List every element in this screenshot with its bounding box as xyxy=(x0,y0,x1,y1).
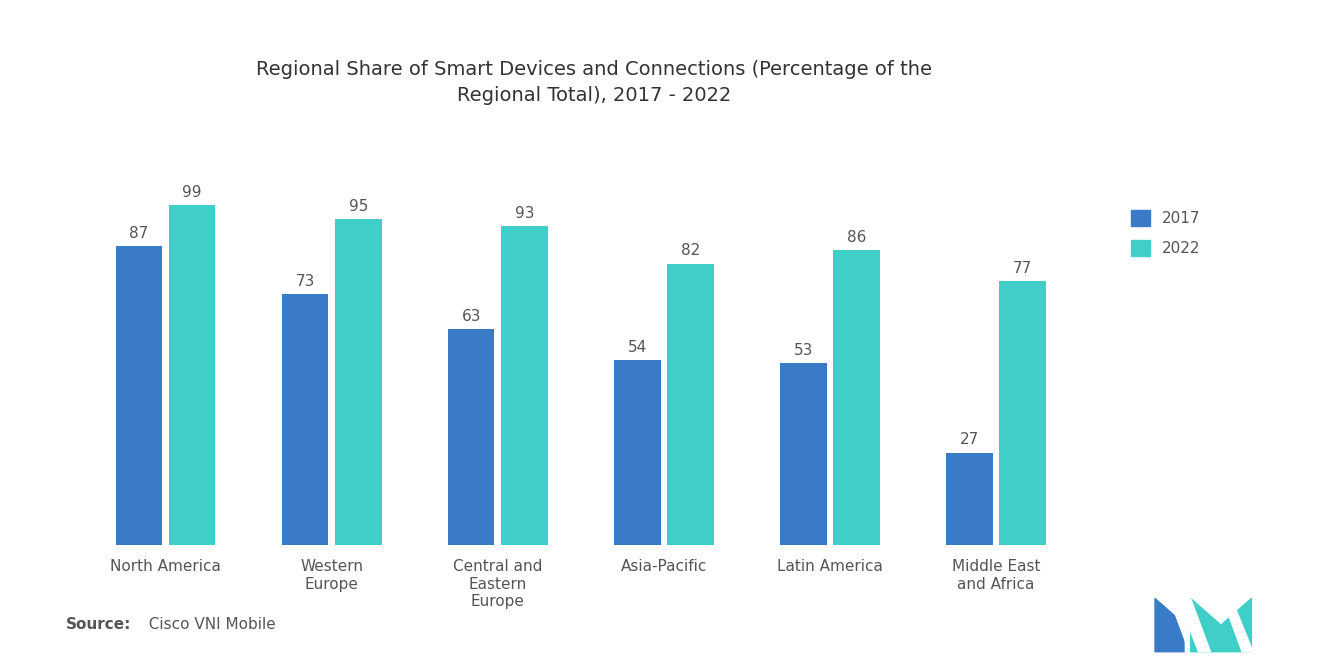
Polygon shape xyxy=(1191,598,1210,652)
Text: Source:: Source: xyxy=(66,616,132,632)
Text: 86: 86 xyxy=(846,229,866,245)
Polygon shape xyxy=(1225,598,1251,652)
Bar xyxy=(614,360,660,545)
Bar xyxy=(833,250,879,545)
Text: 99: 99 xyxy=(182,185,202,200)
Bar xyxy=(999,281,1045,545)
Text: Cisco VNI Mobile: Cisco VNI Mobile xyxy=(139,616,276,632)
Text: 54: 54 xyxy=(627,340,647,354)
Text: 73: 73 xyxy=(296,275,315,289)
Bar xyxy=(667,263,714,545)
Bar xyxy=(116,246,162,545)
Text: 87: 87 xyxy=(129,226,149,241)
Text: 95: 95 xyxy=(348,199,368,213)
Bar xyxy=(780,363,826,545)
Text: 63: 63 xyxy=(462,309,480,324)
Bar xyxy=(502,225,548,545)
Bar xyxy=(169,205,215,545)
Text: 82: 82 xyxy=(681,243,700,259)
Polygon shape xyxy=(1170,598,1189,652)
Bar xyxy=(447,329,495,545)
Polygon shape xyxy=(1191,598,1251,652)
Text: Regional Share of Smart Devices and Connections (Percentage of the
Regional Tota: Regional Share of Smart Devices and Conn… xyxy=(256,60,932,105)
Bar xyxy=(946,453,993,545)
Text: 77: 77 xyxy=(1012,261,1032,275)
Legend: 2017, 2022: 2017, 2022 xyxy=(1123,202,1208,263)
Text: 53: 53 xyxy=(793,343,813,358)
Text: 93: 93 xyxy=(515,205,535,221)
Bar xyxy=(282,295,329,545)
Text: 27: 27 xyxy=(960,432,979,448)
Bar xyxy=(335,219,381,545)
Polygon shape xyxy=(1155,598,1185,652)
